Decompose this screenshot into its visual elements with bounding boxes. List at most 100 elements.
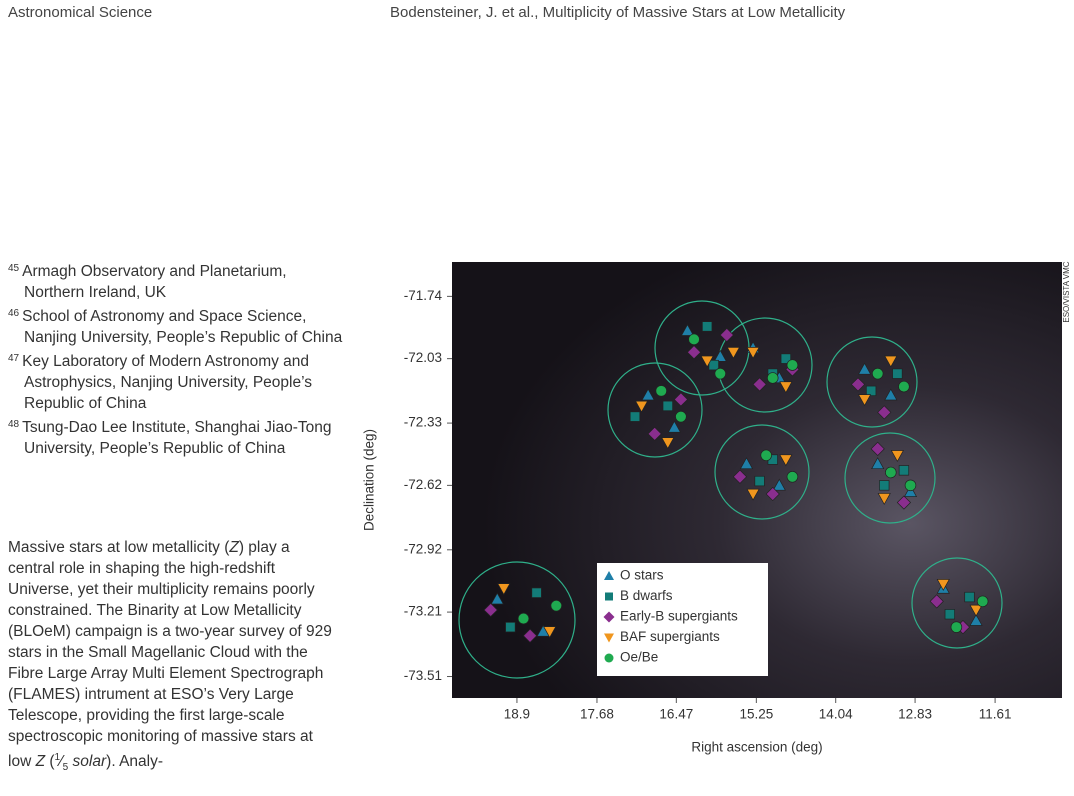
x-tick-label: 17.68 [580,707,614,722]
point [675,410,687,423]
point [871,457,885,470]
point [517,612,530,625]
point [885,466,897,479]
text: ( [45,753,55,771]
point [673,392,689,407]
point [780,353,792,364]
point [661,437,675,450]
point [713,349,727,362]
x-tick-label: 16.47 [659,707,693,722]
point [700,355,714,368]
y-tick-label: -73.51 [404,668,442,683]
affiliation: 48 Tsung-Dao Lee Institute, Shanghai Jiao… [8,414,343,459]
affiliation-text: School of Astronomy and Space Science, N… [22,308,343,346]
point [647,426,662,441]
affiliation-text: Armagh Observatory and Planetarium, Nort… [22,263,287,301]
point [871,367,884,380]
point [870,441,885,456]
point [688,333,700,346]
legend-label: O stars [620,568,664,583]
point [497,583,511,596]
point [857,394,872,407]
point [898,465,910,476]
point [726,347,740,359]
point [754,475,765,487]
legend-marker [605,592,613,601]
point [969,604,983,617]
affiliation-text: Key Laboratory of Modern Astronomy and A… [22,353,313,412]
point [714,367,727,380]
y-tick-label: -71.74 [404,288,443,303]
text: ) play a central role in shaping the hig… [8,539,332,771]
y-tick-label: -73.21 [404,604,442,619]
affiliation-number: 48 [8,419,20,430]
point [898,380,910,393]
affiliation-number: 45 [8,263,20,274]
point [896,495,912,510]
credit: ESO/VISTA VMC [1062,261,1071,322]
point [662,400,673,412]
x-tick-label: 15.25 [739,707,773,722]
point [629,411,641,422]
legend-label: Early-B supergiants [620,609,738,624]
y-axis-label: Declination (deg) [362,429,377,531]
point [879,480,890,491]
affiliation: 45 Armagh Observatory and Planetarium, No… [8,258,343,303]
point [531,587,542,598]
point [884,388,898,401]
point [936,579,950,591]
point [786,359,799,371]
point [890,450,904,463]
point [969,613,983,626]
legend-marker [604,571,614,580]
text: Z [229,539,239,556]
point [550,599,563,612]
x-tick-label: 14.04 [819,707,853,722]
field [844,432,936,524]
y-tick-label: -72.62 [404,477,442,492]
point [976,595,989,608]
text: solar [72,753,107,771]
point [786,471,799,483]
point [857,362,872,375]
point [903,485,918,497]
point [904,479,917,492]
legend-label: Oe/Be [620,650,658,665]
point [680,324,695,336]
point [522,628,538,643]
point [760,449,772,462]
point [732,469,748,484]
point [746,347,760,359]
point [483,602,498,618]
point [929,594,944,609]
point [865,385,877,397]
point [779,454,793,467]
x-tick-label: 11.61 [979,707,1012,722]
point [850,377,866,392]
point [877,493,891,505]
legend [597,563,768,676]
affiliations: 45 Armagh Observatory and Planetarium, No… [8,258,343,459]
affiliation-number: 46 [8,308,20,319]
point [746,488,760,501]
point [752,377,767,392]
point [772,478,786,491]
fraction: 1⁄5 [54,752,69,774]
point [765,486,780,502]
point [950,621,963,633]
affiliation-number: 47 [8,353,20,364]
point [884,355,898,368]
affiliation: 46 School of Astronomy and Space Science,… [8,303,343,348]
point [779,381,793,394]
point [505,621,516,633]
legend-label: B dwarfs [620,588,673,603]
field [607,362,703,458]
affiliation-text: Tsung-Dao Lee Institute, Shanghai Jiao-T… [22,419,332,457]
point [877,405,892,420]
point [702,321,713,332]
point [944,609,955,620]
point [634,400,649,413]
legend-marker [603,611,615,623]
